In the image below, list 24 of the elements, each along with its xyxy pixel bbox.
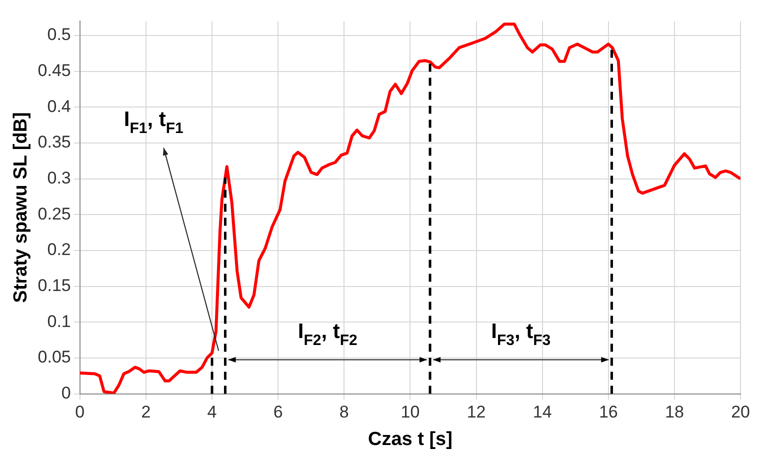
x-tick-label: 0 (75, 402, 85, 422)
y-tick-label: 0 (61, 383, 71, 402)
y-tick-label: 0.1 (47, 312, 71, 331)
x-tick-label: 12 (466, 402, 486, 422)
x-tick-label: 18 (665, 402, 684, 422)
x-axis-title: Czas t [s] (368, 428, 452, 450)
y-tick-label: 0.15 (38, 276, 71, 296)
x-tick-label: 20 (731, 402, 750, 422)
y-axis-title: Straty spawu SL [dB] (10, 112, 32, 303)
y-tick-label: 0.25 (38, 204, 71, 224)
y-tick-label: 0.35 (38, 132, 71, 152)
y-tick-label: 0.3 (47, 168, 71, 188)
y-tick-label: 0.05 (38, 348, 71, 367)
x-tick-label: 2 (141, 402, 151, 422)
x-tick-label: 16 (598, 402, 618, 422)
x-tick-label: 10 (400, 402, 420, 422)
y-tick-label: 0.5 (47, 25, 71, 44)
y-tick-label: 0.4 (47, 96, 71, 116)
x-tick-label: 4 (207, 402, 217, 422)
y-tick-label: 0.2 (47, 240, 71, 260)
x-tick-label: 6 (273, 402, 283, 422)
y-tick-label: 0.45 (38, 61, 71, 80)
x-tick-label: 14 (532, 402, 552, 422)
x-tick-label: 8 (339, 402, 349, 422)
